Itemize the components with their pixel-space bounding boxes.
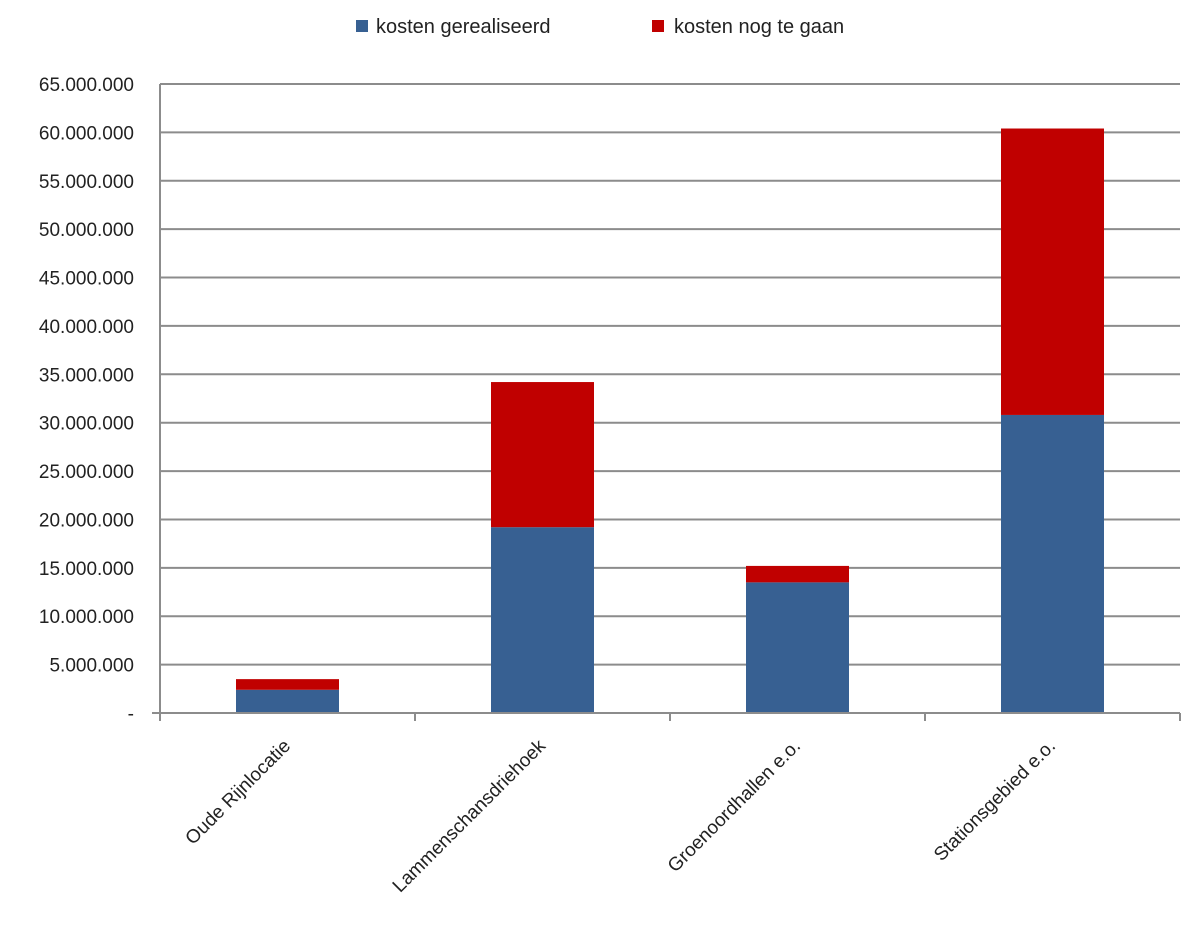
y-tick-label: 35.000.000 <box>39 365 134 386</box>
y-tick-label: 65.000.000 <box>39 75 134 96</box>
legend-label-2: kosten nog te gaan <box>674 16 844 38</box>
bars <box>236 128 1104 713</box>
y-tick-label: 10.000.000 <box>39 607 134 628</box>
legend-label-1: kosten gerealiseerd <box>376 16 551 38</box>
y-tick-label: 40.000.000 <box>39 317 134 338</box>
y-tick-label: 5.000.000 <box>49 656 134 677</box>
y-tick-label: 30.000.000 <box>39 414 134 435</box>
axes <box>152 84 1181 721</box>
bar-stationsgebied-e-o-kosten-nog-te-gaan <box>1001 128 1104 415</box>
bar-groenoordhallen-e-o-kosten-gerealiseerd <box>746 582 849 713</box>
x-category-label: Stationsgebied e.o. <box>930 736 1060 866</box>
legend-swatch-1 <box>356 20 368 32</box>
bar-stationsgebied-e-o-kosten-gerealiseerd <box>1001 414 1104 713</box>
x-category-label: Oude Rijnlocatie <box>182 736 295 849</box>
bar-oude-rijnlocatie-kosten-nog-te-gaan <box>236 679 339 690</box>
y-tick-label: 60.000.000 <box>39 123 134 144</box>
bar-lammenschansdriehoek-kosten-nog-te-gaan <box>491 382 594 528</box>
y-axis-tick-labels: - 5.000.000 10.000.000 15.000.000 20.000.000… <box>39 75 134 725</box>
x-category-label: Lammenschansdriehoek <box>389 735 551 897</box>
bar-lammenschansdriehoek-kosten-gerealiseerd <box>491 527 594 713</box>
y-tick-label: 55.000.000 <box>39 172 134 193</box>
legend: kosten gerealiseerd kosten nog te gaan <box>356 16 844 38</box>
y-tick-label: 15.000.000 <box>39 559 134 580</box>
y-tick-label: 45.000.000 <box>39 269 134 290</box>
y-tick-label: 50.000.000 <box>39 220 134 241</box>
x-category-label: Groenoordhallen e.o. <box>664 736 805 877</box>
bar-oude-rijnlocatie-kosten-gerealiseerd <box>236 689 339 713</box>
y-tick-label: 25.000.000 <box>39 462 134 483</box>
legend-swatch-2 <box>652 20 664 32</box>
x-axis-category-labels: Oude Rijnlocatie Lammenschansdriehoek Groe… <box>182 735 1060 897</box>
y-tick-label: - <box>128 704 134 725</box>
y-tick-label: 20.000.000 <box>39 510 134 531</box>
bar-groenoordhallen-e-o-kosten-nog-te-gaan <box>746 565 849 583</box>
